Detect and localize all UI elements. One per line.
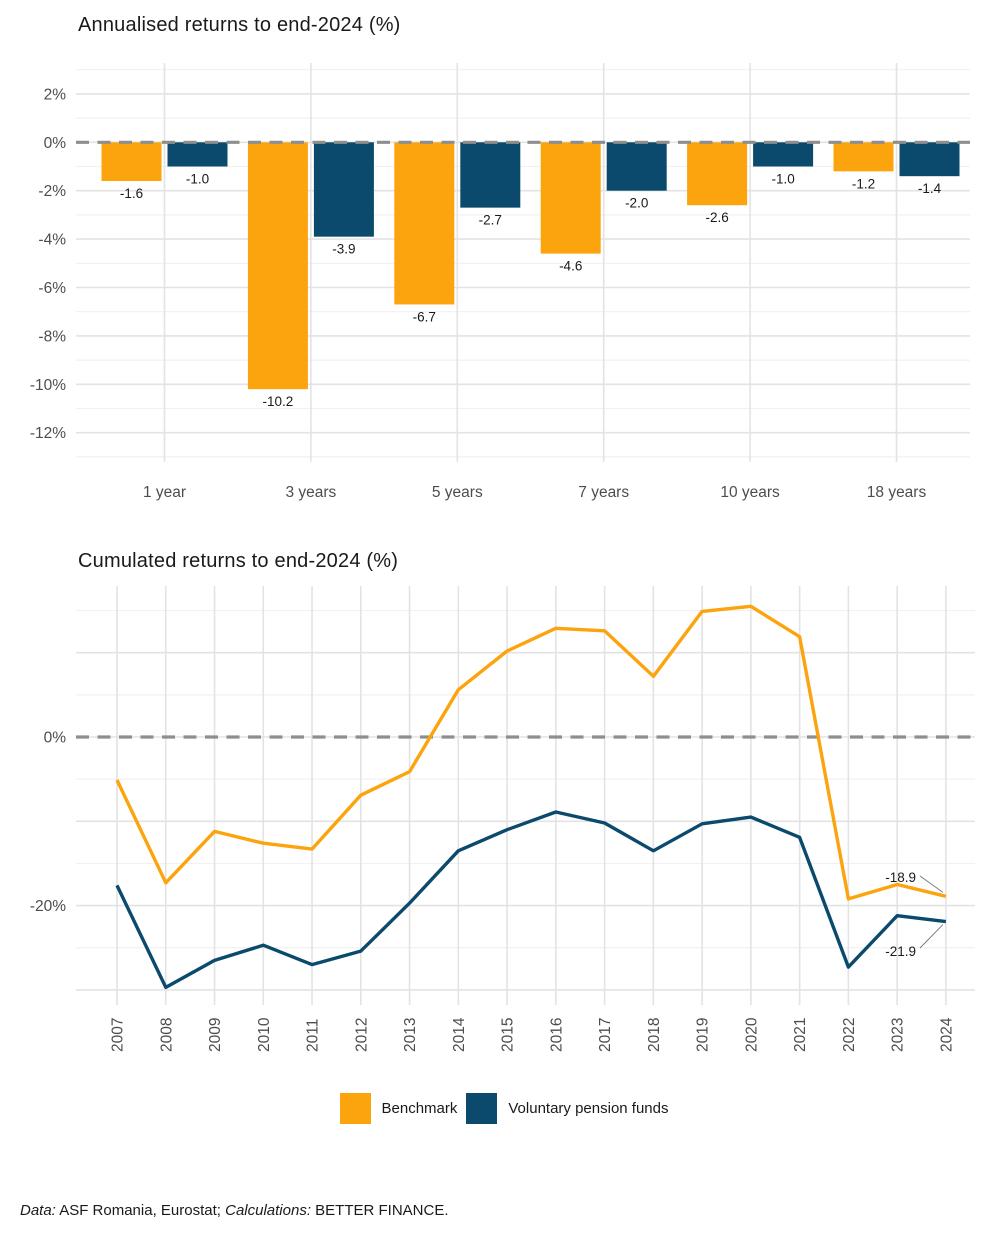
x-tick-label-year: 2010 [256, 1017, 273, 1052]
bar-voluntary-pension-funds [313, 142, 374, 237]
x-tick-label-year: 2024 [938, 1017, 955, 1052]
bar-value-label: -1.4 [918, 181, 942, 196]
y-tick-label: 0% [44, 135, 67, 152]
x-tick-label-year: 2007 [110, 1018, 127, 1052]
end-label-leader [919, 924, 944, 949]
y-tick-label: -10% [30, 377, 66, 394]
bar-voluntary-pension-funds [167, 142, 228, 167]
legend-label-benchmark: Benchmark [381, 1100, 458, 1117]
charts-canvas: -1.6 -1.0 -10.2 -3.9 -6.7 -2.7 -4.6 -2.0 -2.6 -1.… [30, 63, 975, 1052]
x-tick-label: 3 years [285, 484, 336, 501]
bar-benchmark [540, 142, 601, 254]
bar-voluntary-pension-funds [753, 142, 814, 167]
y-tick-label: 2% [44, 86, 67, 103]
x-tick-label-year: 2018 [646, 1018, 663, 1052]
bar-value-label: -1.0 [186, 172, 209, 187]
x-tick-label-year: 2019 [695, 1018, 712, 1052]
x-tick-label-year: 2013 [402, 1018, 419, 1052]
bar-value-label: -3.9 [332, 242, 355, 257]
source-data-label: Data: [20, 1202, 56, 1219]
x-tick-label-year: 2017 [597, 1018, 614, 1052]
bar-chart: -1.6 -1.0 -10.2 -3.9 -6.7 -2.7 -4.6 -2.0 -2.6 -1.… [30, 63, 970, 501]
bar-value-label: -1.0 [771, 172, 794, 187]
y-tick-label: -12% [30, 425, 66, 442]
line-chart-title: Cumulated returns to end-2024 (%) [78, 550, 399, 572]
bar-voluntary-pension-funds [899, 142, 960, 177]
x-tick-label: 5 years [432, 484, 483, 501]
line-chart: -18.9 -21.9 0% -20% 2007 2008 2009 2010 2011 2012… [30, 586, 975, 1052]
bar-benchmark [687, 142, 748, 206]
y-tick-label: -2% [38, 183, 66, 200]
bar-chart-title: Annualised returns to end-2024 (%) [78, 14, 401, 36]
x-tick-label-year: 2022 [841, 1018, 858, 1052]
x-tick-label: 7 years [578, 484, 629, 501]
chart-legend: Benchmark Voluntary pension funds [0, 1093, 1008, 1124]
pension-funds-color-swatch [466, 1093, 498, 1124]
bar-benchmark [833, 142, 894, 172]
x-tick-label-year: 2021 [792, 1018, 809, 1052]
y-tick-label: -6% [38, 280, 66, 297]
x-tick-label: 18 years [867, 484, 927, 501]
legend-item-benchmark: Benchmark [339, 1093, 458, 1124]
series-end-label: -21.9 [885, 944, 916, 959]
bar-value-label: -2.6 [705, 210, 728, 225]
y-tick-label: -20% [30, 898, 66, 915]
x-tick-label-year: 2023 [890, 1018, 907, 1052]
source-note: Data: ASF Romania, Eurostat; Calculation… [20, 1202, 449, 1219]
end-label-leader [919, 875, 944, 893]
bar-value-label: -10.2 [263, 394, 294, 409]
bar-value-label: -2.0 [625, 196, 648, 211]
bar-benchmark [101, 142, 162, 182]
bar-voluntary-pension-funds [606, 142, 667, 191]
benchmark-color-swatch [339, 1093, 371, 1124]
bar-benchmark [247, 142, 308, 390]
bar-value-label: -1.2 [852, 176, 875, 191]
bar-voluntary-pension-funds [460, 142, 521, 208]
x-tick-label-year: 2014 [451, 1017, 468, 1052]
bar-value-label: -4.6 [559, 259, 582, 274]
series-line-voluntary-pension-funds [115, 810, 947, 990]
x-tick-label-year: 2011 [305, 1019, 322, 1052]
source-calc-label: Calculations: [225, 1202, 311, 1219]
series-line-benchmark [115, 604, 947, 901]
bar-value-label: -6.7 [413, 309, 436, 324]
y-tick-label: -8% [38, 328, 66, 345]
y-tick-label: 0% [44, 730, 67, 747]
x-tick-label-year: 2012 [353, 1018, 370, 1052]
x-tick-label-year: 2016 [548, 1018, 565, 1052]
x-tick-label-year: 2009 [207, 1018, 224, 1052]
y-tick-label: -4% [38, 232, 66, 249]
bar-benchmark [394, 142, 455, 305]
x-tick-label-year: 2020 [743, 1017, 760, 1052]
legend-label-pension-funds: Voluntary pension funds [508, 1100, 669, 1117]
source-data-text: ASF Romania, Eurostat; [55, 1202, 226, 1219]
legend-item-pension-funds: Voluntary pension funds [466, 1093, 669, 1124]
bar-value-label: -2.7 [479, 213, 502, 228]
series-end-label: -18.9 [885, 870, 916, 885]
x-tick-label: 1 year [143, 484, 186, 501]
x-tick-label-year: 2008 [158, 1018, 175, 1052]
x-tick-label-year: 2015 [500, 1018, 517, 1052]
x-tick-label: 10 years [720, 484, 780, 501]
bar-value-label: -1.6 [120, 186, 143, 201]
source-calc-text: BETTER FINANCE. [311, 1202, 449, 1219]
